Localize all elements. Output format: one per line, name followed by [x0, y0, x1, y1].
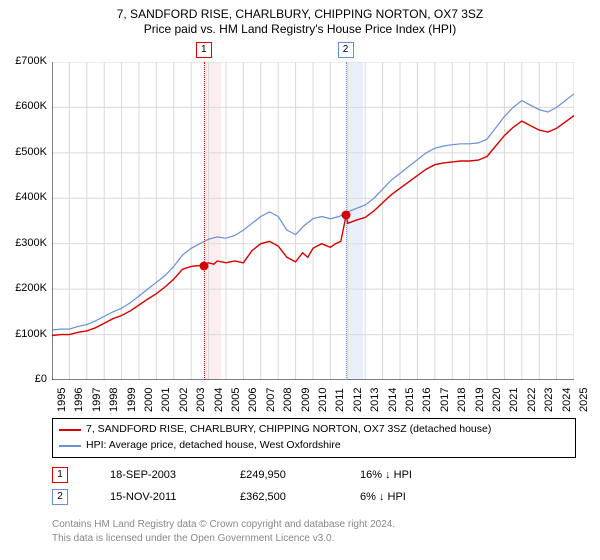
x-tick-label: 2010: [317, 388, 329, 412]
y-tick-label: £500K: [5, 146, 47, 158]
transactions-table: 1 18-SEP-2003 £249,950 16% ↓ HPI 2 15-NO…: [52, 464, 572, 508]
x-tick-label: 2018: [456, 388, 468, 412]
x-tick-label: 2012: [352, 388, 364, 412]
x-tick-label: 2006: [247, 388, 259, 412]
legend-item-hpi: HPI: Average price, detached house, West…: [59, 438, 569, 454]
x-tick-label: 2001: [160, 388, 172, 412]
y-tick-label: £700K: [5, 55, 47, 67]
txn-date: 18-SEP-2003: [110, 469, 240, 481]
x-tick-label: 2015: [404, 388, 416, 412]
x-tick-label: 2003: [195, 388, 207, 412]
table-row: 2 15-NOV-2011 £362,500 6% ↓ HPI: [52, 486, 572, 508]
legend-item-property: 7, SANDFORD RISE, CHARLBURY, CHIPPING NO…: [59, 422, 569, 438]
legend-label-property: 7, SANDFORD RISE, CHARLBURY, CHIPPING NO…: [86, 422, 491, 438]
x-tick-label: 1995: [56, 388, 68, 412]
txn-price: £249,950: [240, 469, 360, 481]
y-tick-label: £400K: [5, 191, 47, 203]
x-tick-label: 1999: [126, 388, 138, 412]
x-tick-label: 2009: [300, 388, 312, 412]
x-tick-label: 2023: [543, 388, 555, 412]
y-tick-label: £600K: [5, 100, 47, 112]
txn-price: £362,500: [240, 491, 360, 503]
txn-delta: 16% ↓ HPI: [360, 469, 412, 481]
marker-box: 1: [196, 42, 212, 58]
txn-marker-1: 1: [52, 467, 68, 483]
footer-attribution: Contains HM Land Registry data © Crown c…: [52, 518, 395, 545]
x-tick-label: 2011: [334, 388, 346, 412]
txn-marker-2: 2: [52, 489, 68, 505]
title-line-2: Price paid vs. HM Land Registry's House …: [0, 22, 600, 36]
price-chart: [52, 62, 574, 380]
x-tick-label: 2020: [491, 388, 503, 412]
x-tick-label: 2014: [387, 388, 399, 412]
y-tick-label: £0: [5, 373, 47, 385]
x-tick-label: 2005: [230, 388, 242, 412]
legend-swatch-hpi: [59, 445, 81, 447]
x-tick-label: 2025: [578, 388, 590, 412]
x-tick-label: 2017: [439, 388, 451, 412]
x-tick-label: 1996: [73, 388, 85, 412]
legend: 7, SANDFORD RISE, CHARLBURY, CHIPPING NO…: [52, 418, 576, 458]
x-tick-label: 2021: [508, 388, 520, 412]
x-tick-label: 2019: [474, 388, 486, 412]
x-tick-label: 2008: [282, 388, 294, 412]
title-line-1: 7, SANDFORD RISE, CHARLBURY, CHIPPING NO…: [0, 0, 600, 22]
table-row: 1 18-SEP-2003 £249,950 16% ↓ HPI: [52, 464, 572, 486]
y-tick-label: £200K: [5, 282, 47, 294]
y-tick-label: £300K: [5, 237, 47, 249]
x-tick-label: 2004: [213, 388, 225, 412]
x-tick-label: 2022: [526, 388, 538, 412]
x-tick-label: 2024: [561, 388, 573, 412]
x-tick-label: 2016: [421, 388, 433, 412]
marker-line: [346, 62, 347, 380]
x-tick-label: 1997: [91, 388, 103, 412]
legend-label-hpi: HPI: Average price, detached house, West…: [86, 438, 341, 454]
chart-svg: [52, 62, 574, 380]
sale-point: [341, 211, 350, 220]
y-tick-label: £100K: [5, 328, 47, 340]
txn-delta: 6% ↓ HPI: [360, 491, 406, 503]
x-tick-label: 2000: [143, 388, 155, 412]
marker-box: 2: [338, 42, 354, 58]
x-tick-label: 2007: [265, 388, 277, 412]
footer-line-2: This data is licensed under the Open Gov…: [52, 532, 395, 546]
legend-swatch-property: [59, 429, 81, 431]
footer-line-1: Contains HM Land Registry data © Crown c…: [52, 518, 395, 532]
marker-line: [204, 62, 205, 380]
x-tick-label: 2002: [178, 388, 190, 412]
txn-date: 15-NOV-2011: [110, 491, 240, 503]
x-tick-label: 1998: [108, 388, 120, 412]
sale-point: [199, 262, 208, 271]
x-tick-label: 2013: [369, 388, 381, 412]
